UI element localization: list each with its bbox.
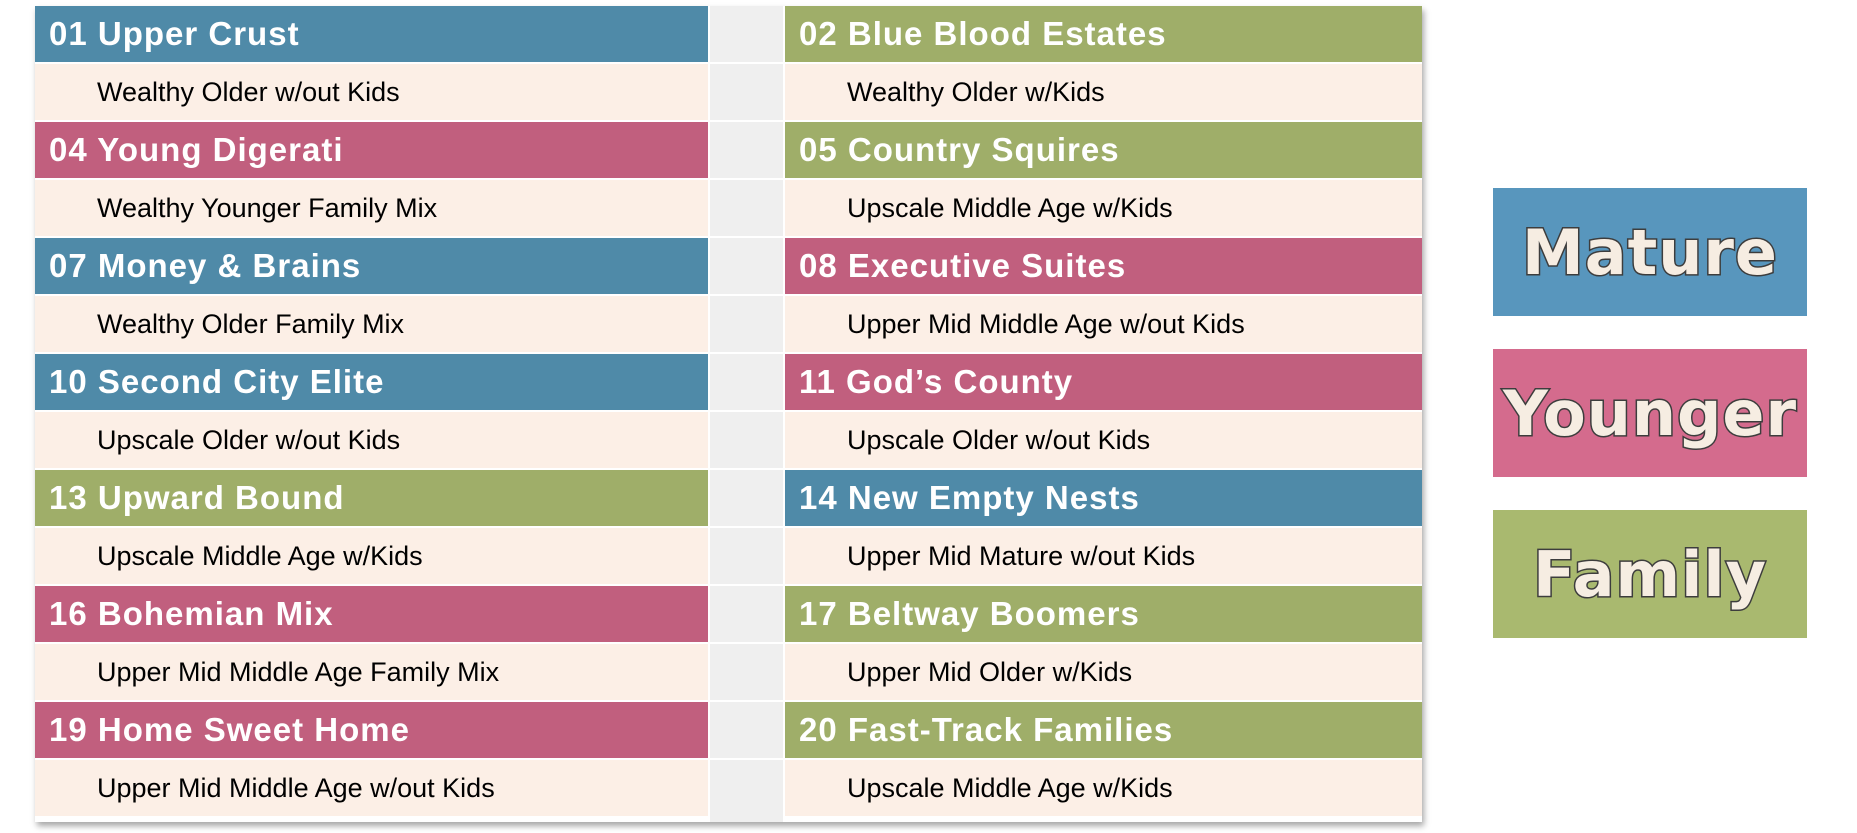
segment-description: Wealthy Older w/out Kids [35,64,708,120]
segment-description: Upscale Older w/out Kids [785,412,1422,468]
column-divider [710,6,783,822]
segment-title: 11 God’s County [785,354,1422,410]
segment-description: Upper Mid Middle Age Family Mix [35,644,708,700]
divider-stripe [710,700,783,702]
segment-description: Upscale Middle Age w/Kids [785,760,1422,816]
divider-stripe [710,526,783,528]
segment-title: 05 Country Squires [785,122,1422,178]
segment-description: Wealthy Older w/Kids [785,64,1422,120]
segment-description: Upper Mid Middle Age w/out Kids [35,760,708,816]
divider-stripe [710,410,783,412]
divider-stripe [710,120,783,122]
segment-column-left: 01 Upper Crust Wealthy Older w/out Kids … [35,6,708,818]
divider-stripe [710,468,783,470]
segment-title: 04 Young Digerati [35,122,708,178]
segment-title: 14 New Empty Nests [785,470,1422,526]
segment-description: Upscale Middle Age w/Kids [35,528,708,584]
legend-younger: Younger [1493,349,1807,477]
segment-title: 08 Executive Suites [785,238,1422,294]
segment-title: 16 Bohemian Mix [35,586,708,642]
segment-title: 20 Fast-Track Families [785,702,1422,758]
segment-title: 02 Blue Blood Estates [785,6,1422,62]
segment-title: 07 Money & Brains [35,238,708,294]
segment-description: Upper Mid Mature w/out Kids [785,528,1422,584]
segment-description: Upper Mid Middle Age w/out Kids [785,296,1422,352]
segment-title: 19 Home Sweet Home [35,702,708,758]
segment-title: 13 Upward Bound [35,470,708,526]
legend-family: Family [1493,510,1807,638]
segment-description: Wealthy Younger Family Mix [35,180,708,236]
legend-mature: Mature [1493,188,1807,316]
segment-description: Upscale Older w/out Kids [35,412,708,468]
divider-stripe [710,178,783,180]
segment-description: Wealthy Older Family Mix [35,296,708,352]
segment-title: 01 Upper Crust [35,6,708,62]
divider-stripe [710,584,783,586]
divider-stripe [710,642,783,644]
segment-description: Upscale Middle Age w/Kids [785,180,1422,236]
divider-stripe [710,352,783,354]
divider-stripe [710,758,783,760]
segment-title: 17 Beltway Boomers [785,586,1422,642]
divider-stripe [710,236,783,238]
segment-title: 10 Second City Elite [35,354,708,410]
divider-stripe [710,294,783,296]
segment-column-right: 02 Blue Blood Estates Wealthy Older w/Ki… [785,6,1422,818]
segment-grid: 01 Upper Crust Wealthy Older w/out Kids … [35,6,1422,822]
segment-description: Upper Mid Older w/Kids [785,644,1422,700]
divider-stripe [710,62,783,64]
